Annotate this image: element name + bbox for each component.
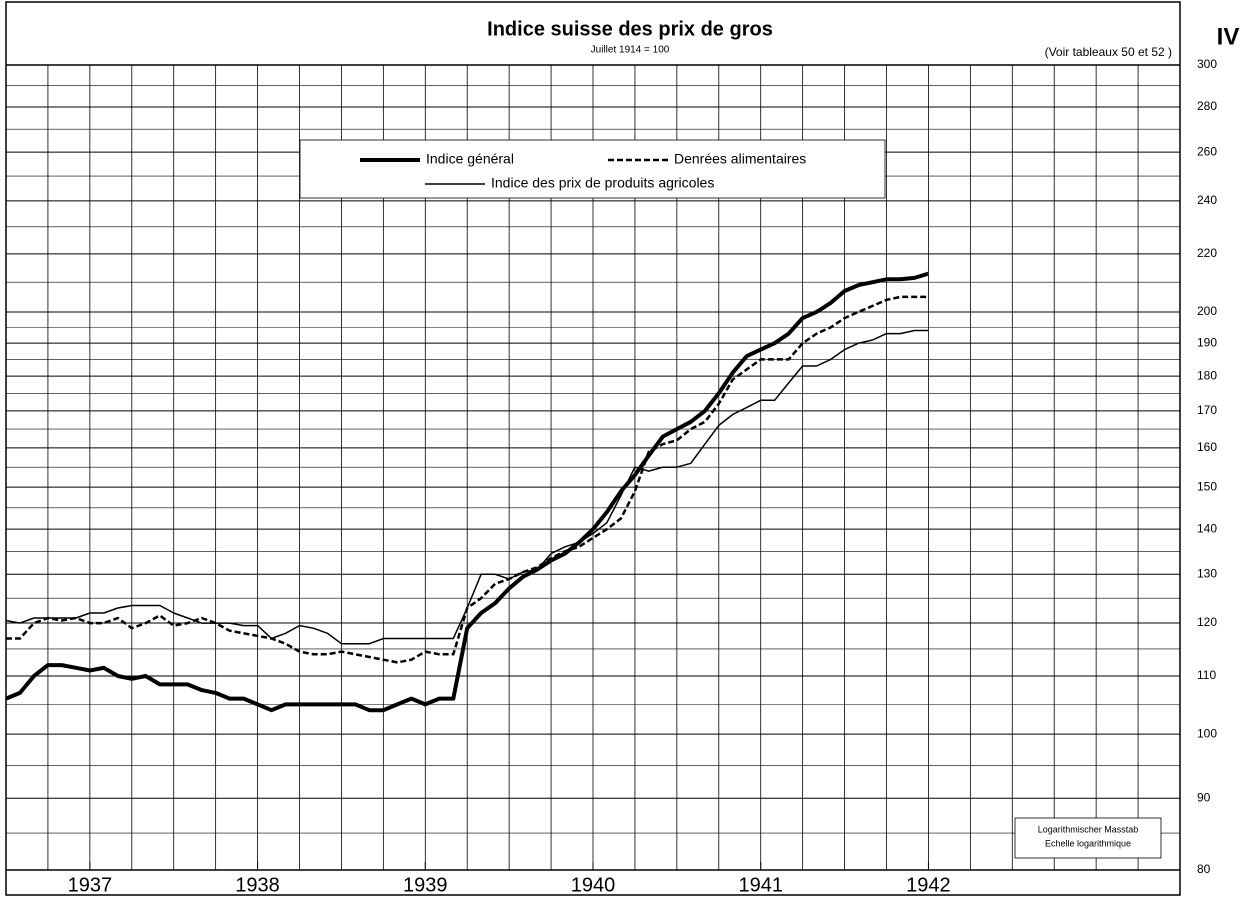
y-tick-label: 130 <box>1197 566 1217 580</box>
chart-subtitle: Juillet 1914 = 100 <box>591 45 670 56</box>
y-tick-label: 280 <box>1197 99 1217 113</box>
scale-note-box <box>1014 817 1162 859</box>
y-tick-label: 80 <box>1197 862 1211 876</box>
scale-note: Echelle logarithmique <box>1045 838 1131 848</box>
y-tick-label: 200 <box>1197 304 1217 318</box>
scale-note: Logarithmischer Masstab <box>1038 824 1139 834</box>
series-line <box>5 271 929 713</box>
y-tick-label: 180 <box>1197 368 1217 382</box>
y-tick-label: 100 <box>1197 726 1217 740</box>
x-tick-label: 1939 <box>403 874 448 896</box>
y-tick-label: 190 <box>1197 335 1217 349</box>
y-tick-label: 170 <box>1197 403 1217 417</box>
x-tick-label: 1937 <box>68 874 113 896</box>
frame <box>5 1 1181 896</box>
y-tick-label: 300 <box>1197 57 1217 71</box>
y-tick-label: 240 <box>1197 193 1217 207</box>
legend-label: Denrées alimentaires <box>674 151 806 167</box>
note: (Voir tableaux 50 et 52 ) <box>1045 45 1172 59</box>
y-tick-label: 260 <box>1197 144 1217 158</box>
plate-number: IV <box>1217 23 1240 50</box>
y-tick-label: 150 <box>1197 479 1217 493</box>
legend-label: Indice général <box>426 151 514 167</box>
x-tick-label: 1940 <box>571 874 616 896</box>
y-tick-label: 160 <box>1197 440 1217 454</box>
y-tick-label: 140 <box>1197 521 1217 535</box>
y-tick-label: 110 <box>1197 668 1216 682</box>
x-tick-label: 1942 <box>906 874 951 896</box>
legend-box <box>299 139 886 199</box>
series-line <box>5 329 929 645</box>
chart-title: Indice suisse des prix de gros <box>487 18 773 40</box>
y-tick-label: 90 <box>1197 790 1211 804</box>
x-tick-label: 1941 <box>738 874 783 896</box>
y-tick-label: 120 <box>1197 615 1217 629</box>
legend-label: Indice des prix de produits agricoles <box>491 175 714 191</box>
x-tick-label: 1938 <box>235 874 280 896</box>
y-tick-label: 220 <box>1197 246 1217 260</box>
